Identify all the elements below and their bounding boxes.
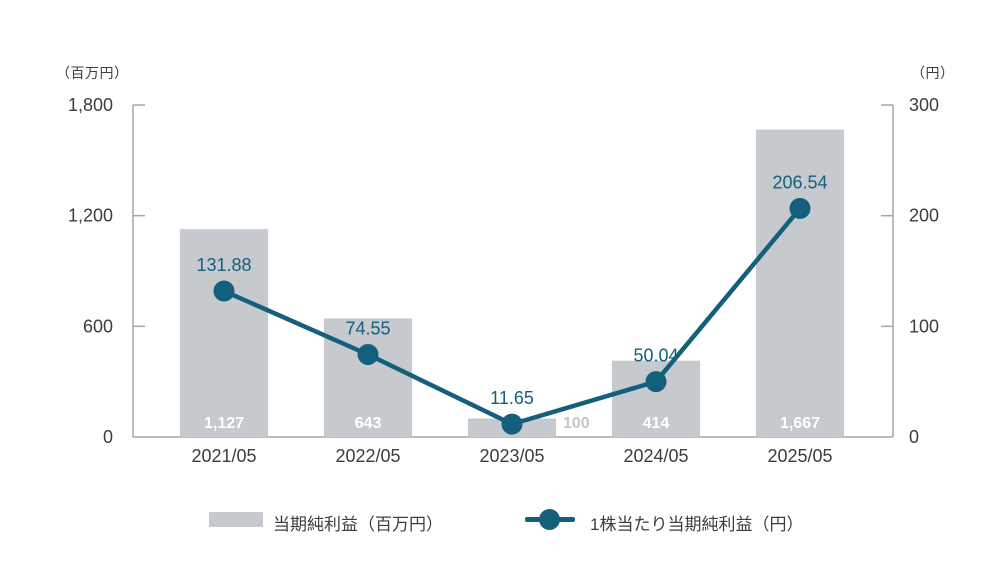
x-axis-label: 2023/05 [479, 446, 544, 466]
x-axis-label: 2022/05 [335, 446, 400, 466]
legend-bar-swatch-icon [209, 512, 263, 527]
left-axis-unit-label: （百万円） [56, 65, 129, 81]
bar-value-label: 1,127 [204, 415, 244, 432]
bar-value-label: 100 [563, 415, 590, 432]
right-axis-tick-label: 300 [909, 95, 939, 115]
data-point-marker [213, 280, 235, 302]
data-point-marker [645, 371, 667, 393]
bar-value-label: 643 [355, 415, 382, 432]
bar [756, 129, 844, 437]
point-value-label: 206.54 [772, 172, 827, 192]
data-point-marker [357, 343, 379, 365]
bar [180, 229, 268, 437]
legend: 当期純利益（百万円） 1株当たり当期純利益（円） [0, 503, 1000, 537]
legend-line-dot-icon [539, 509, 560, 530]
x-axis-label: 2021/05 [191, 446, 256, 466]
x-axis-label: 2025/05 [767, 446, 832, 466]
left-axis-tick-label: 1,200 [68, 206, 113, 226]
left-axis-tick-label: 1,800 [68, 95, 113, 115]
x-axis-label: 2024/05 [623, 446, 688, 466]
left-axis-tick-label: 0 [103, 427, 113, 447]
right-axis-unit-label: （円） [911, 65, 955, 81]
data-point-marker [501, 413, 523, 435]
bar-value-label: 414 [643, 415, 670, 432]
right-axis-tick-label: 200 [909, 206, 939, 226]
left-axis-tick-label: 600 [83, 316, 113, 336]
point-value-label: 131.88 [196, 255, 251, 275]
right-axis-tick-label: 0 [909, 427, 919, 447]
bar [324, 318, 412, 437]
point-value-label: 11.65 [490, 388, 534, 408]
legend-line-label: 1株当たり当期純利益（円） [590, 515, 804, 534]
right-axis-tick-label: 100 [909, 316, 939, 336]
data-point-marker [789, 197, 811, 219]
bar-value-label: 1,667 [780, 415, 820, 432]
point-value-label: 50.04 [633, 346, 678, 366]
point-value-label: 74.55 [345, 318, 390, 338]
legend-bar-label: 当期純利益（百万円） [273, 515, 443, 534]
